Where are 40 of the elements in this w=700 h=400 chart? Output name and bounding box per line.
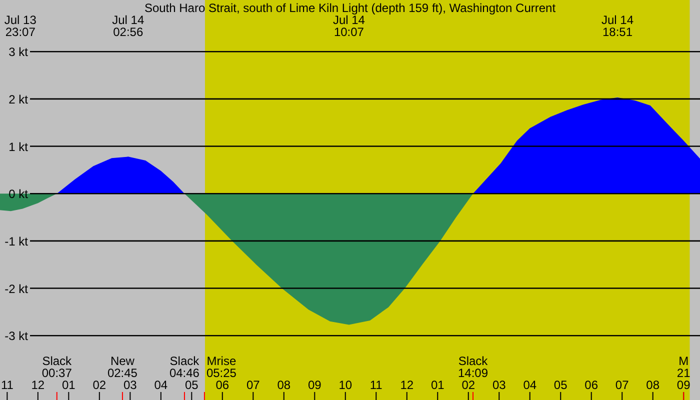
annotation: Slack 14:09 (458, 354, 489, 380)
x-tick-label: 06 (216, 378, 230, 392)
x-tick-label: 04 (523, 378, 537, 392)
x-tick-label: 09 (676, 378, 691, 392)
annotation: Mrise 05:25 (206, 354, 237, 380)
x-tick-label: 12 (400, 378, 414, 392)
x-tick-label: 09 (308, 378, 322, 392)
y-tick-label: 1 kt (8, 140, 29, 154)
annotation: Jul 13 23:07 (4, 13, 37, 39)
y-tick-label: 3 kt (8, 45, 29, 60)
x-tick-label: 07 (246, 378, 260, 392)
x-tick-label: 04 (154, 378, 168, 392)
x-tick-label: 01 (430, 378, 445, 392)
annotation: Slack 00:37 (42, 354, 73, 380)
annotation: Jul 14 18:51 (601, 13, 634, 39)
x-tick-label: 02 (462, 378, 476, 392)
x-tick-label: 02 (92, 378, 106, 392)
x-tick-label: 08 (277, 378, 291, 392)
y-tick-label: -1 kt (4, 234, 29, 248)
x-tick-label: 03 (492, 378, 506, 392)
y-tick-label: -3 kt (4, 329, 29, 344)
y-tick-label: 2 kt (8, 92, 29, 106)
annotation: M 21 (676, 354, 691, 380)
x-tick-label: 10 (338, 378, 352, 392)
x-tick-label: 05 (184, 378, 199, 392)
annotation: Jul 14 10:07 (332, 13, 366, 39)
x-tick-label: 08 (646, 378, 660, 392)
x-tick-label: 05 (554, 378, 568, 392)
annotation: Jul 14 02:56 (112, 13, 144, 39)
x-tick-label: 01 (62, 378, 76, 392)
x-tick-label: 03 (123, 378, 138, 392)
x-tick-label: 06 (584, 378, 598, 392)
x-tick-label: 11 (0, 378, 14, 392)
annotation: Slack 04:46 (169, 354, 200, 380)
chart-title: South Haro Strait, south of Lime Kiln Light (depth 159 ft), Washington Current (144, 1, 556, 15)
x-tick-label: 07 (615, 378, 630, 392)
y-tick-label: -2 kt (4, 282, 29, 296)
annotation: New 02:45 (107, 354, 138, 380)
x-tick-label: 11 (370, 378, 383, 392)
x-tick-label: 12 (31, 378, 45, 392)
